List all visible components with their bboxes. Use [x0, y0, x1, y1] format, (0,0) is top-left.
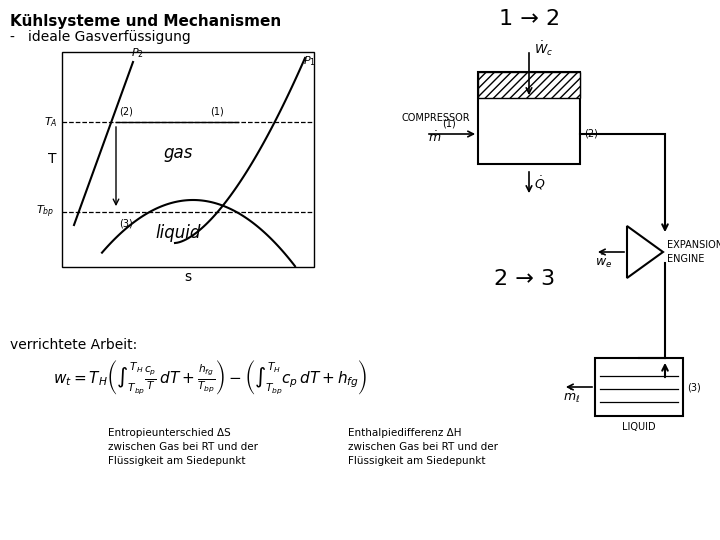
Text: COMPRESSOR: COMPRESSOR: [401, 113, 470, 123]
Text: $T_{bp}$: $T_{bp}$: [36, 204, 54, 220]
Text: liquid: liquid: [156, 224, 201, 242]
Text: T: T: [48, 152, 56, 166]
Bar: [595, 358, 683, 416]
Bar: [478, 72, 580, 98]
Polygon shape: [627, 226, 663, 278]
Text: EXPANSION
ENGINE: EXPANSION ENGINE: [667, 240, 720, 264]
Bar: [478, 72, 580, 164]
Text: (3): (3): [687, 382, 701, 392]
Text: $T_A$: $T_A$: [44, 115, 58, 129]
Text: $w_t = T_H \left( \int_{T_{bp}}^{T_H} \frac{c_p}{T}\, dT + \frac{h_{fg}}{T_{bp}}: $w_t = T_H \left( \int_{T_{bp}}^{T_H} \f…: [53, 359, 367, 397]
Bar: [62, 52, 314, 267]
Text: (2): (2): [119, 106, 133, 116]
Text: (2): (2): [584, 129, 598, 139]
Text: $P_2$: $P_2$: [131, 46, 144, 60]
Text: $\dot{m}$: $\dot{m}$: [428, 131, 441, 145]
Text: s: s: [184, 270, 192, 284]
Text: (3): (3): [119, 219, 132, 229]
Text: Kühlsysteme und Mechanismen: Kühlsysteme und Mechanismen: [10, 14, 282, 29]
Text: gas: gas: [163, 144, 193, 162]
Text: (1): (1): [210, 106, 224, 116]
Text: $\dot{m}_\ell$: $\dot{m}_\ell$: [563, 388, 580, 405]
Text: $\dot{W}_c$: $\dot{W}_c$: [534, 39, 553, 58]
Text: 2 → 3: 2 → 3: [495, 269, 556, 289]
Text: $P_1$: $P_1$: [303, 54, 316, 68]
Text: $\dot{w}_e$: $\dot{w}_e$: [595, 253, 612, 270]
Text: Entropieunterschied ΔS
zwischen Gas bei RT und der
Flüssigkeit am Siedepunkt: Entropieunterschied ΔS zwischen Gas bei …: [108, 428, 258, 466]
Text: (1): (1): [442, 118, 456, 128]
Text: -   ideale Gasverfüssigung: - ideale Gasverfüssigung: [10, 30, 191, 44]
Text: 1 → 2: 1 → 2: [500, 9, 561, 29]
Text: verrichtete Arbeit:: verrichtete Arbeit:: [10, 338, 138, 352]
Text: $\dot{Q}$: $\dot{Q}$: [534, 174, 545, 192]
Text: Enthalpiedifferenz ΔH
zwischen Gas bei RT und der
Flüssigkeit am Siedepunkt: Enthalpiedifferenz ΔH zwischen Gas bei R…: [348, 428, 498, 466]
Text: LIQUID: LIQUID: [622, 422, 656, 432]
